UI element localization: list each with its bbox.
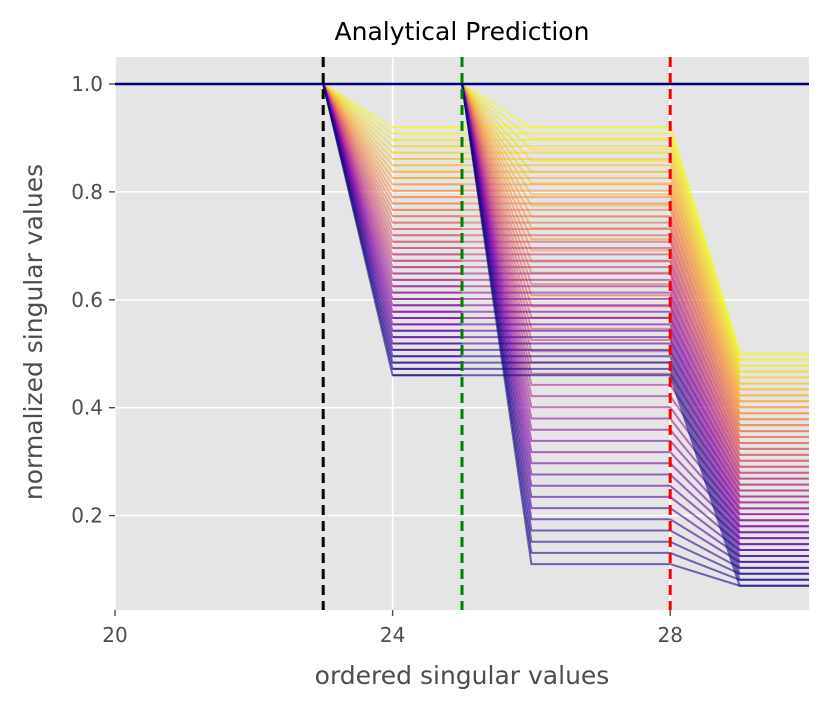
x-tick-label: 20 bbox=[102, 623, 127, 647]
series-line bbox=[392, 374, 809, 587]
series-line bbox=[392, 126, 809, 355]
series-line bbox=[392, 259, 809, 480]
x-axis-label: ordered singular values bbox=[315, 661, 610, 690]
series-line bbox=[392, 298, 809, 516]
series-line bbox=[392, 228, 809, 450]
axis-ticks: 20 24 28 0.2 0.4 0.6 0.8 1.0 bbox=[71, 72, 683, 647]
series-line bbox=[392, 361, 809, 575]
series-line bbox=[392, 177, 809, 403]
series-line bbox=[392, 355, 809, 569]
series-line bbox=[392, 348, 809, 563]
series-line bbox=[392, 291, 809, 510]
y-tick-label: 0.2 bbox=[71, 504, 103, 528]
series-line bbox=[392, 145, 809, 373]
series-line bbox=[392, 272, 809, 492]
series-line bbox=[392, 317, 809, 534]
series-line bbox=[392, 132, 809, 361]
series-line bbox=[392, 196, 809, 421]
series-line bbox=[392, 208, 809, 433]
x-tick-label: 28 bbox=[657, 623, 682, 647]
series-line bbox=[392, 170, 809, 397]
chart-title: Analytical Prediction bbox=[335, 17, 590, 46]
threshold-lines bbox=[321, 57, 672, 610]
series-line bbox=[392, 183, 809, 409]
y-tick-label: 0.4 bbox=[71, 396, 103, 420]
series-line bbox=[392, 253, 809, 474]
y-tick-label: 0.6 bbox=[71, 288, 103, 312]
series-line bbox=[392, 278, 809, 498]
series-line bbox=[392, 234, 809, 456]
series-line bbox=[392, 151, 809, 379]
x-tick-label: 24 bbox=[380, 623, 405, 647]
series-line bbox=[392, 367, 809, 581]
y-tick-label: 0.8 bbox=[71, 180, 103, 204]
series-line bbox=[392, 221, 809, 444]
series-line bbox=[392, 164, 809, 391]
series-line bbox=[392, 336, 809, 551]
series-line bbox=[392, 266, 809, 486]
series-line bbox=[392, 342, 809, 557]
y-tick-label: 1.0 bbox=[71, 72, 103, 96]
series-line bbox=[392, 240, 809, 462]
series-line bbox=[392, 329, 809, 546]
series-line bbox=[392, 158, 809, 385]
series-line bbox=[392, 247, 809, 468]
series-line bbox=[392, 138, 809, 367]
series-line bbox=[392, 285, 809, 504]
series-line bbox=[392, 304, 809, 522]
series-line bbox=[392, 215, 809, 438]
series-line bbox=[392, 189, 809, 415]
series-line bbox=[392, 310, 809, 528]
series-line bbox=[392, 202, 809, 427]
y-axis-label: normalized singular values bbox=[19, 164, 48, 500]
series-line bbox=[392, 323, 809, 540]
